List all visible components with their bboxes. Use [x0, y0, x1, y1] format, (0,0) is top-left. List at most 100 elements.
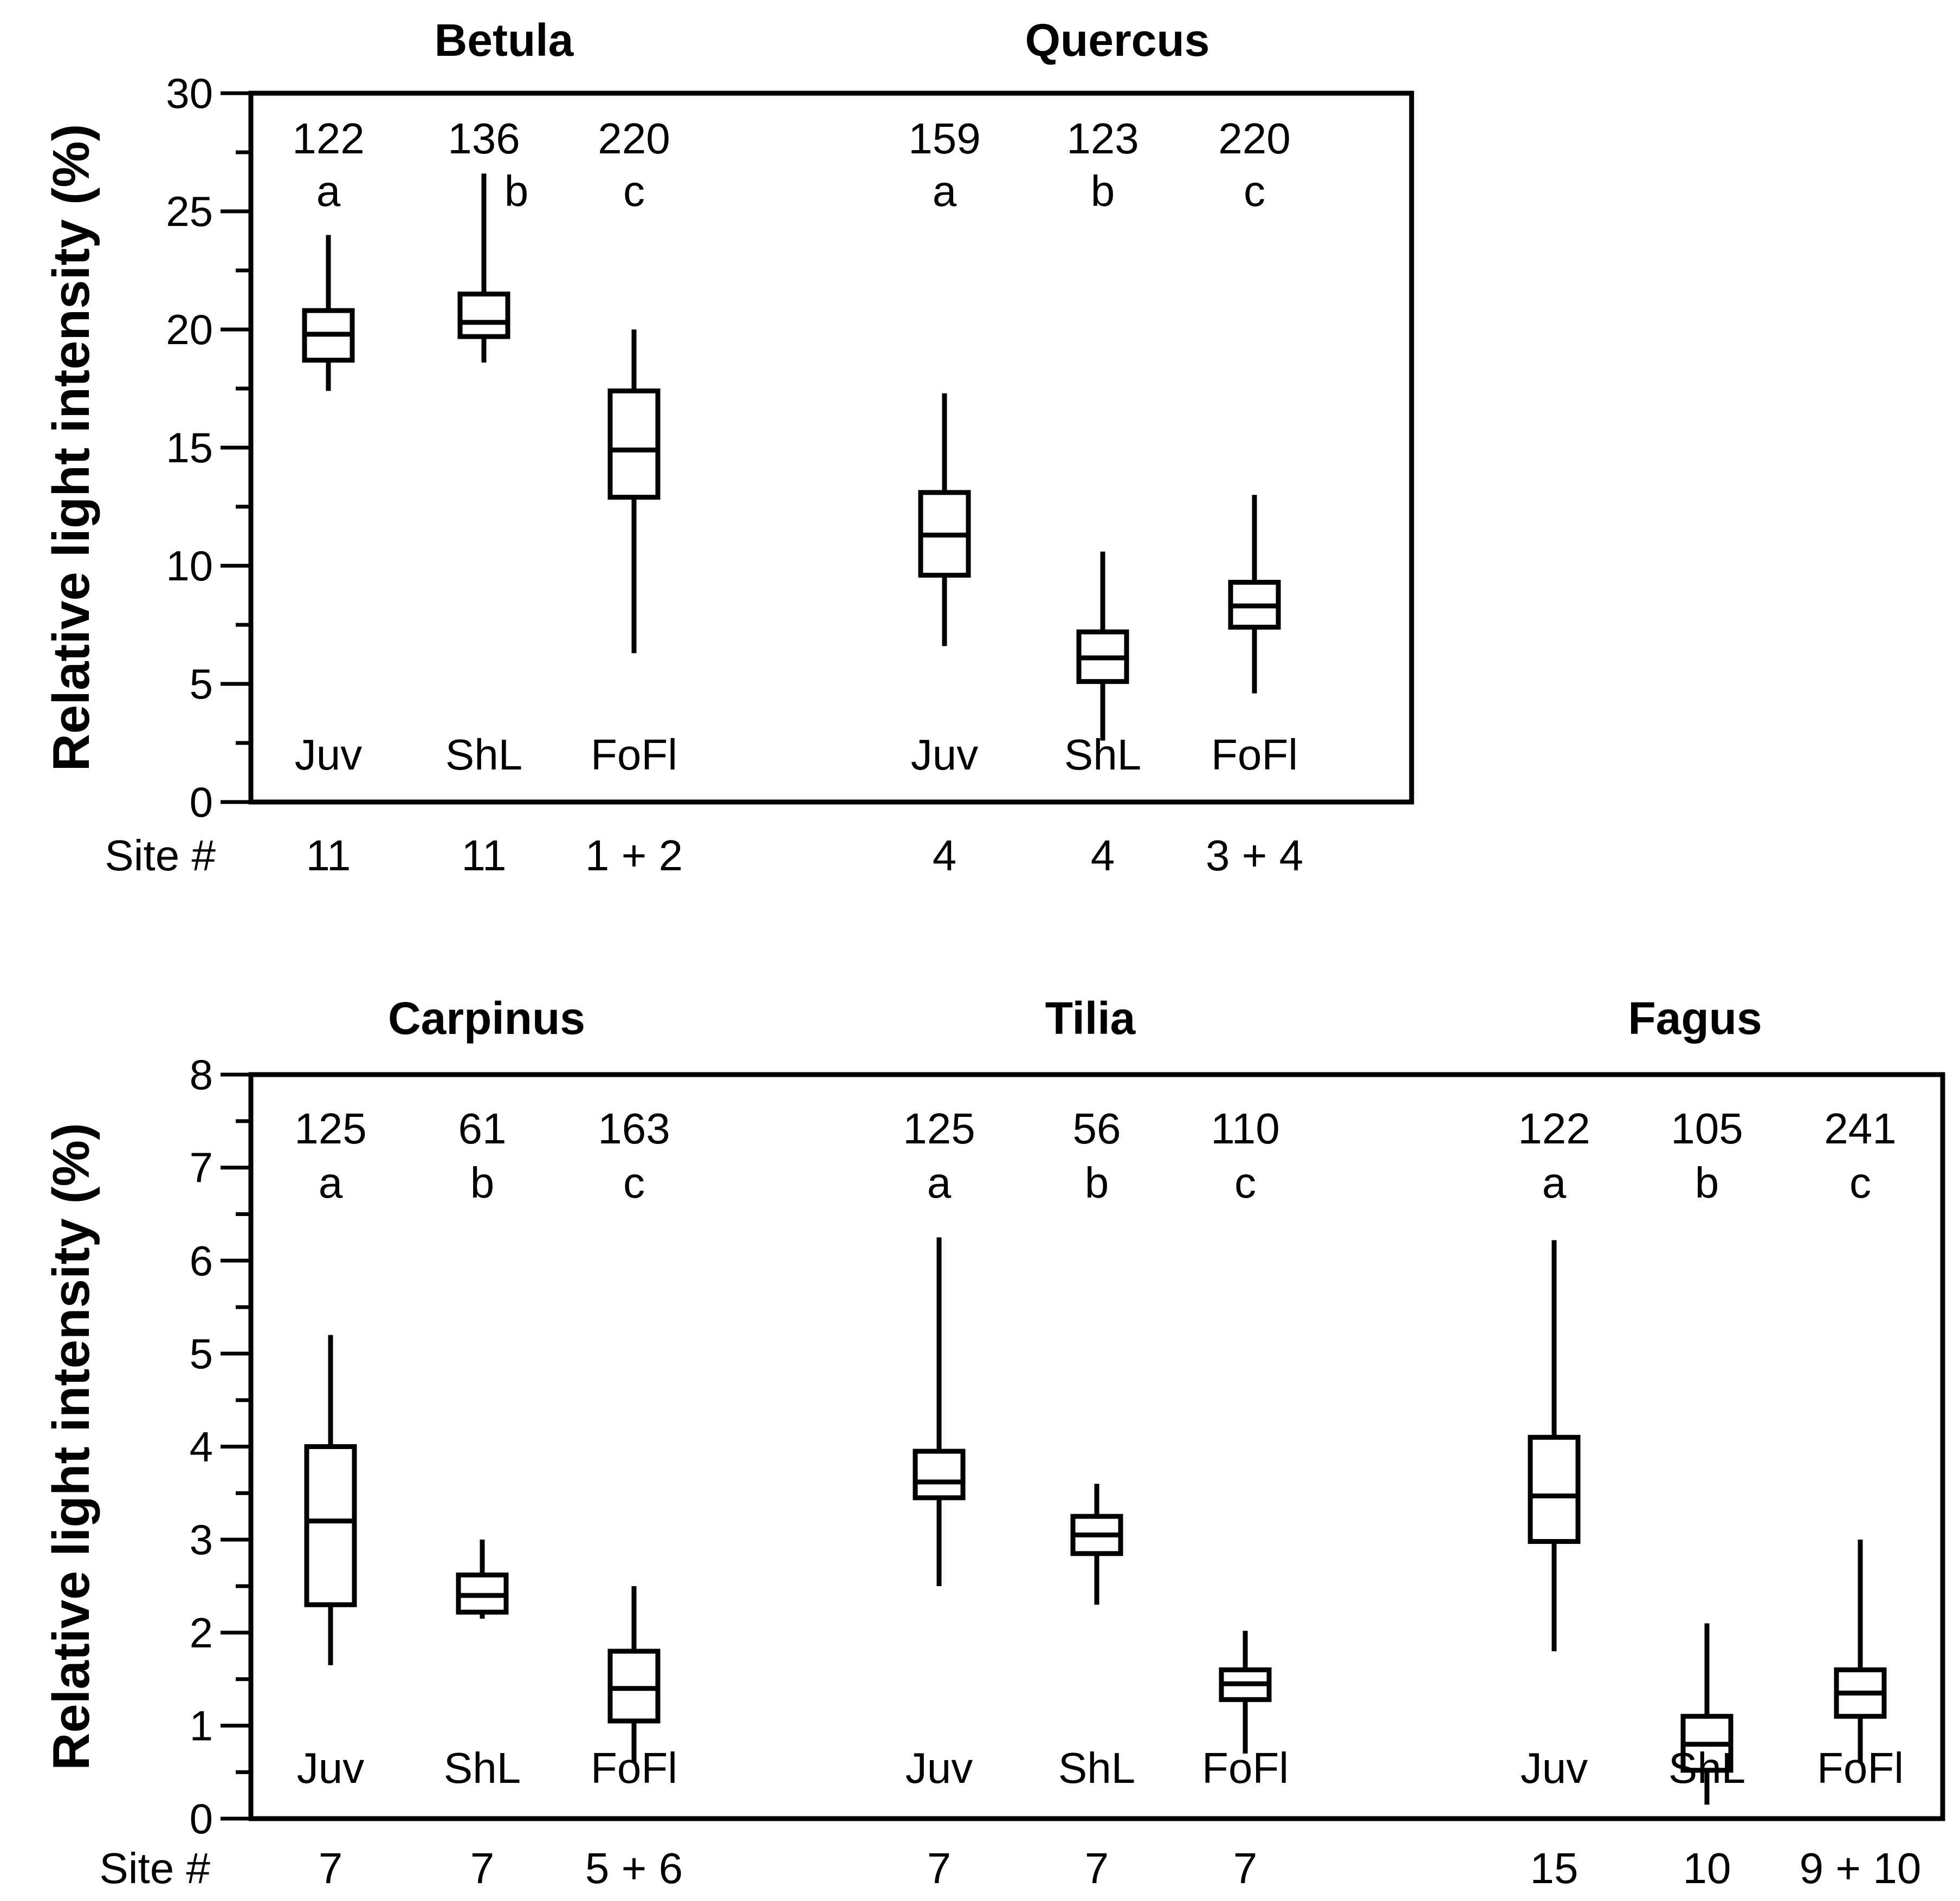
y-tick-label: 25 [166, 187, 213, 235]
site-label: 7 [1085, 1844, 1109, 1892]
box-carpinus-fofl [607, 1586, 661, 1763]
site-label: 9 + 10 [1800, 1844, 1922, 1892]
plot-frame [248, 90, 1414, 805]
y-tick-label: 5 [190, 1330, 213, 1378]
site-label: 7 [1233, 1844, 1258, 1892]
y-tick-label: 5 [190, 660, 213, 708]
y-tick-label: 6 [190, 1237, 213, 1284]
site-label: 5 + 6 [585, 1844, 683, 1892]
site-row-header: Site # [105, 831, 216, 880]
site-label: 11 [306, 831, 351, 880]
y-tick-label: 2 [190, 1609, 213, 1657]
significance-letter: c [623, 1159, 645, 1207]
significance-letter: b [1091, 167, 1115, 215]
sample-size-label: 122 [292, 114, 364, 163]
box-tilia-fofl [1219, 1631, 1272, 1754]
y-tick-label: 0 [190, 1795, 213, 1842]
box-betula-fofl [607, 329, 661, 654]
box-tilia-juv [913, 1237, 966, 1586]
category-label: FoFl [1817, 1744, 1904, 1792]
site-label: 1 + 2 [585, 831, 683, 880]
box-carpinus-juv [304, 1335, 357, 1665]
category-label: Juv [1521, 1744, 1588, 1792]
significance-letter: a [933, 167, 957, 215]
y-tick-label: 3 [190, 1516, 213, 1563]
site-label: 7 [470, 1844, 495, 1892]
site-label: 3 + 4 [1206, 831, 1303, 880]
y-tick-label: 1 [190, 1702, 213, 1749]
site-label: 11 [461, 831, 506, 880]
iqr-box [607, 388, 661, 500]
box-tilia-shl [1070, 1484, 1123, 1605]
site-label: 7 [927, 1844, 952, 1892]
category-label: ShL [1064, 730, 1141, 779]
sample-size-label: 123 [1066, 114, 1139, 163]
site-label: 15 [1530, 1844, 1579, 1892]
significance-letter: a [319, 1159, 343, 1207]
group-title-tilia: Tilia [1045, 993, 1136, 1044]
site-label: 7 [319, 1844, 343, 1892]
category-label: FoFl [1211, 730, 1298, 779]
site-label: 4 [1091, 831, 1115, 880]
y-tick-label: 0 [190, 778, 213, 826]
category-label: Juv [295, 730, 363, 779]
y-axis-label: Relative light intensity (%) [42, 1123, 100, 1770]
box-quercus-shl [1076, 551, 1129, 741]
sample-size-label: 241 [1824, 1104, 1896, 1153]
category-label: ShL [1058, 1744, 1135, 1792]
category-label: Juv [297, 1744, 365, 1792]
iqr-box [304, 1444, 357, 1607]
group-title-carpinus: Carpinus [388, 993, 585, 1044]
sample-size-label: 159 [908, 114, 980, 163]
significance-letter: c [623, 167, 645, 215]
site-row-header: Site # [99, 1844, 210, 1892]
iqr-box [913, 1449, 966, 1501]
y-tick-label: 8 [190, 1051, 213, 1098]
box-betula-shl [457, 173, 510, 363]
category-label: ShL [444, 1744, 521, 1792]
sample-size-label: 105 [1671, 1104, 1743, 1153]
y-tick-label: 30 [166, 69, 213, 117]
significance-letter: c [1234, 1159, 1256, 1207]
y-tick-label: 15 [166, 424, 213, 471]
sample-size-label: 122 [1518, 1104, 1590, 1153]
box-quercus-juv [918, 393, 971, 646]
category-label: ShL [445, 730, 522, 779]
y-tick-label: 20 [166, 306, 213, 353]
y-tick-label: 10 [166, 542, 213, 590]
category-label: ShL [1668, 1744, 1745, 1792]
significance-letter: b [1695, 1159, 1719, 1207]
group-title-betula: Betula [435, 15, 574, 66]
iqr-box [457, 292, 510, 339]
sample-size-label: 110 [1211, 1104, 1280, 1153]
sample-size-label: 61 [458, 1104, 507, 1153]
y-axis-label: Relative light intensity (%) [42, 124, 100, 772]
category-label: FoFl [591, 1744, 677, 1792]
significance-letter: a [316, 167, 341, 215]
box-betula-juv [302, 235, 355, 391]
panel-top: 0 5 10 15 20 25 30 Relative light intensity (%)… [42, 15, 1414, 880]
sample-size-label: 136 [448, 114, 520, 163]
iqr-box [1528, 1434, 1581, 1544]
box-fagus-juv [1528, 1240, 1581, 1652]
significance-letter: b [504, 167, 529, 215]
significance-letter: b [1085, 1159, 1109, 1207]
box-fagus-fofl [1834, 1540, 1887, 1763]
sample-size-label: 56 [1073, 1104, 1121, 1153]
category-label: FoFl [591, 730, 677, 779]
box-quercus-fofl [1228, 495, 1281, 694]
y-tick-label: 7 [190, 1144, 213, 1192]
sample-size-label: 220 [1218, 114, 1290, 163]
sample-size-label: 125 [903, 1104, 975, 1153]
significance-letter: a [1542, 1159, 1567, 1207]
sample-size-label: 163 [598, 1104, 670, 1153]
box-carpinus-shl [456, 1540, 509, 1619]
category-label: Juv [905, 1744, 973, 1792]
significance-letter: a [927, 1159, 952, 1207]
significance-letter: c [1244, 167, 1265, 215]
category-label: Juv [911, 730, 979, 779]
site-label: 10 [1683, 1844, 1731, 1892]
sample-size-label: 125 [294, 1104, 366, 1153]
